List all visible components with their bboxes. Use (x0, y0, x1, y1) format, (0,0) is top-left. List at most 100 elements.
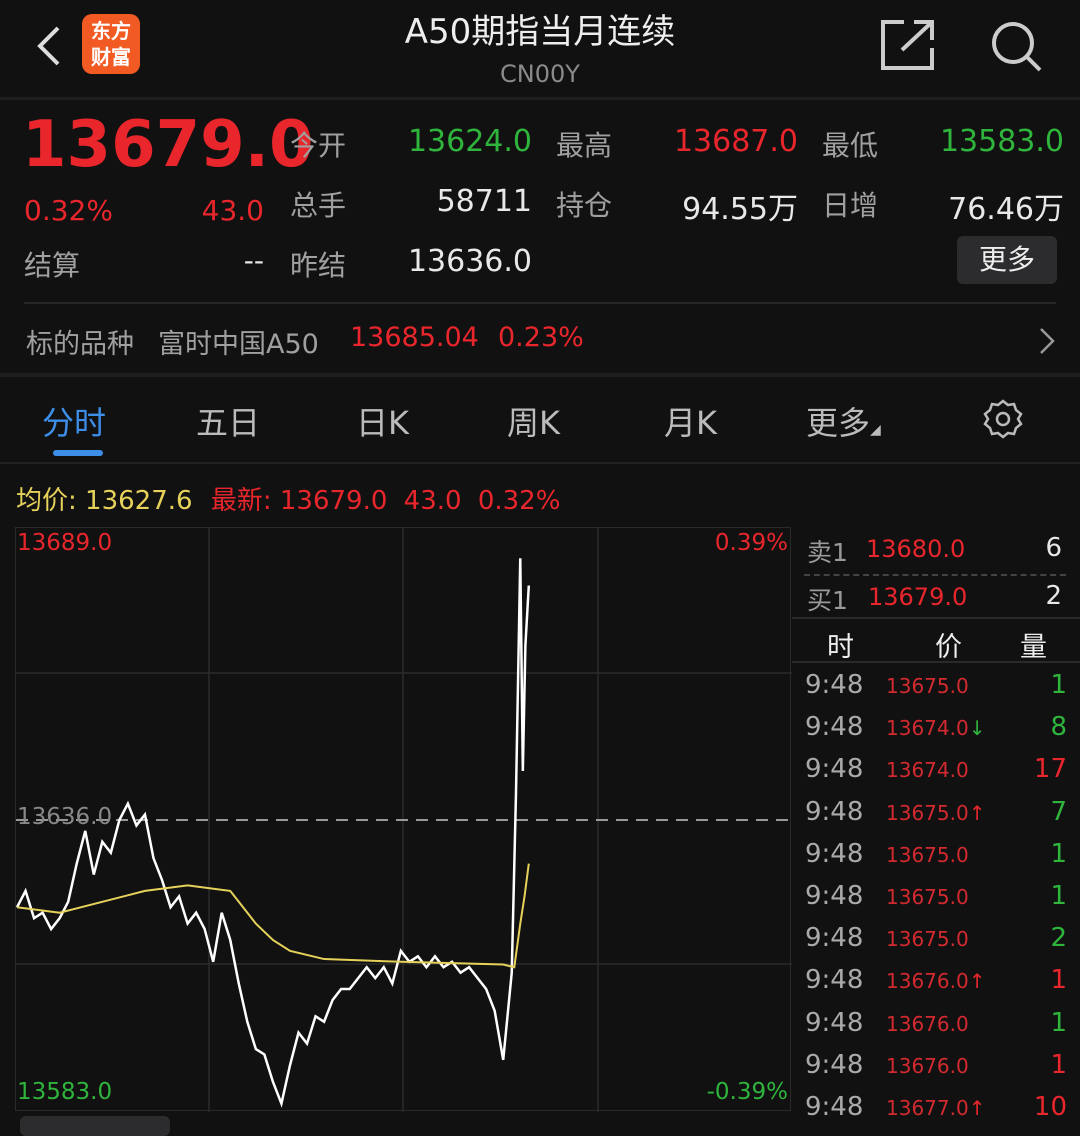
tab-daily-k[interactable]: 日K (356, 404, 409, 442)
tick-row: 9:48 13675.0 2 (805, 923, 1067, 965)
intraday-chart[interactable]: 13689.0 13636.0 13583.0 0.39% -0.39% (15, 527, 792, 1112)
gear-icon[interactable] (982, 398, 1024, 440)
tick-price: 13675.0 (886, 674, 969, 698)
underlying-label: 标的品种 (26, 329, 134, 360)
y-label-top-pct: 0.39% (714, 530, 788, 556)
col-price: 价 (935, 632, 962, 663)
change-pct: 0.32% (24, 194, 113, 227)
bid-label: 买1 (807, 586, 848, 615)
tick-time: 9:48 (805, 1049, 864, 1080)
tick-qty: 1 (1050, 881, 1067, 911)
open-interest-value: 94.55万 (682, 192, 798, 227)
avg-line (16, 863, 530, 969)
open-value: 13624.0 (407, 124, 532, 159)
orderbook: 卖1 13680.0 6 买1 13679.0 2 (792, 527, 1080, 619)
prev-settle-label: 昨结 (290, 249, 347, 282)
open-interest-label: 持仓 (556, 189, 613, 222)
arrow-up-icon: ↑ (968, 969, 986, 994)
underlying-row[interactable]: 标的品种 富时中国A50 13685.04 0.23% (0, 310, 1080, 372)
tick-price: 13675.0↑ (886, 800, 986, 825)
tick-row: 9:48 13676.0↑ 1 (805, 965, 1067, 1007)
header: 东方财富 A50期指当月连续 CN00Y (0, 0, 1080, 100)
tick-time: 9:48 (805, 754, 864, 785)
tick-row: 9:48 13674.0↓ 8 (805, 712, 1067, 754)
tick-time: 9:48 (805, 1092, 864, 1122)
tick-qty: 1 (1050, 838, 1067, 869)
tick-price: 13677.0↑ (886, 1096, 986, 1120)
last-price: 13679.0 (22, 108, 314, 182)
change-value: 43.0 (201, 194, 264, 227)
underlying-price: 13685.04 (350, 322, 479, 353)
tick-price: 13675.0 (886, 885, 969, 909)
high-value: 13687.0 (673, 124, 798, 159)
tick-row: 9:48 13676.0 1 (805, 1050, 1067, 1092)
tick-row: 9:48 13674.0 17 (805, 754, 1067, 796)
tick-row: 9:48 13675.0 1 (805, 839, 1067, 881)
underlying-name: 富时中国A50 (158, 329, 319, 360)
divider (804, 574, 1066, 576)
tick-qty: 1 (1050, 1049, 1067, 1080)
tick-qty: 7 (1050, 796, 1067, 827)
low-label: 最低 (822, 129, 879, 162)
last-label: 最新: (210, 486, 272, 516)
high-label: 最高 (556, 129, 613, 162)
ask-price: 13680.0 (866, 535, 966, 563)
active-tab-indicator (53, 450, 103, 456)
tick-time: 9:48 (805, 881, 864, 911)
tick-qty: 1 (1050, 670, 1067, 700)
tick-row: 9:48 13676.0 1 (805, 1008, 1067, 1050)
price-line (16, 558, 531, 1108)
tab-weekly-k[interactable]: 周K (507, 404, 560, 442)
tick-price: 13674.0↓ (886, 716, 986, 741)
volume-value: 58711 (436, 184, 532, 219)
tick-qty: 8 (1050, 712, 1067, 743)
back-icon[interactable] (34, 24, 64, 68)
chevron-right-icon (1040, 328, 1055, 354)
bid-qty: 2 (1045, 581, 1062, 611)
open-label: 今开 (290, 129, 347, 162)
instrument-code: CN00Y (500, 60, 580, 88)
tick-row: 9:48 13677.0↑ 10 (805, 1092, 1067, 1134)
share-icon[interactable] (880, 18, 936, 72)
y-label-bottom: 13583.0 (17, 1079, 113, 1105)
tick-qty: 10 (1033, 1092, 1067, 1122)
search-icon[interactable] (988, 18, 1044, 74)
arrow-down-icon: ↓ (968, 716, 986, 741)
tick-price: 13675.0 (886, 842, 969, 867)
tick-qty: 2 (1050, 923, 1067, 954)
tick-time: 9:48 (805, 712, 864, 743)
tick-price: 13675.0 (886, 927, 969, 952)
page-title: A50期指当月连续 (404, 12, 676, 52)
tick-time: 9:48 (805, 796, 864, 827)
tab-five-day[interactable]: 五日 (196, 404, 261, 442)
bid-price: 13679.0 (868, 583, 968, 611)
tick-time: 9:48 (805, 923, 864, 954)
volume-label: 总手 (290, 189, 347, 222)
tick-price: 13676.0 (886, 1053, 969, 1078)
arrow-up-icon: ↑ (968, 800, 986, 825)
daily-increase-label: 日增 (822, 189, 879, 222)
indicator-selector[interactable] (20, 1116, 170, 1136)
dropdown-triangle-icon: ◢ (870, 422, 881, 438)
tab-intraday[interactable]: 分时 (42, 404, 107, 442)
last-value: 13679.0 (279, 486, 388, 516)
tick-price: 13676.0↑ (886, 969, 986, 994)
divider (24, 302, 1056, 304)
prev-settle-value: 13636.0 (407, 244, 532, 279)
tick-qty: 17 (1033, 754, 1067, 785)
tick-time: 9:48 (805, 1007, 864, 1038)
ticks-header: 时 价 量 (792, 621, 1080, 663)
arrow-up-icon: ↑ (968, 1096, 986, 1120)
ask-label: 卖1 (807, 538, 848, 567)
last-pct: 0.32% (477, 486, 561, 516)
tab-more[interactable]: 更多◢ (806, 404, 881, 442)
tick-qty: 1 (1050, 1007, 1067, 1038)
y-label-mid: 13636.0 (17, 804, 113, 830)
avg-value: 13627.6 (85, 486, 193, 516)
daily-increase-value: 76.46万 (948, 192, 1064, 227)
y-label-bottom-pct: -0.39% (706, 1079, 788, 1105)
more-button[interactable]: 更多 (957, 236, 1057, 284)
tick-row: 9:48 13675.0 1 (805, 670, 1067, 712)
chart-svg (16, 528, 792, 1112)
tab-monthly-k[interactable]: 月K (664, 404, 717, 442)
